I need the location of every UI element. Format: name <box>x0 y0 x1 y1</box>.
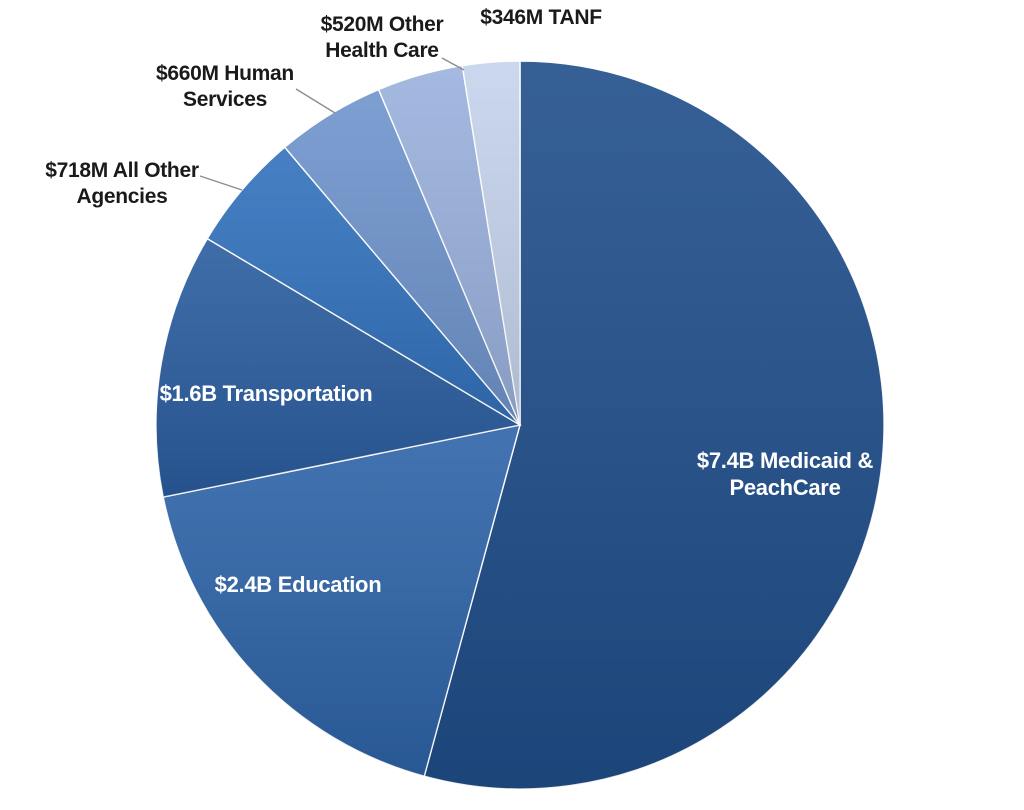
label-other-health-care-leader-line <box>441 57 465 71</box>
slice-education-shading <box>163 425 520 777</box>
label-other-health-care-line-1: $520M Other <box>321 13 444 36</box>
slice-medicaid-peachcare-shading <box>424 61 885 789</box>
label-human-services-line-2: Services <box>183 88 267 111</box>
label-human-services-leader-line <box>295 88 336 114</box>
label-all-other-agencies-leader-line <box>199 175 243 191</box>
label-human-services-line-1: $660M Human <box>156 62 294 85</box>
slice-all-other-agencies-shading <box>207 147 520 426</box>
label-education-line-1: $2.4B Education <box>215 572 382 597</box>
label-all-other-agencies-line-1: $718M All Other <box>45 159 199 182</box>
slice-human-services-shading <box>284 89 520 425</box>
label-other-health-care-line-2: Health Care <box>325 39 438 62</box>
label-tanf: $346M TANF <box>480 6 602 29</box>
slice-other-health-care-shading <box>378 65 520 426</box>
pie-slices <box>155 60 885 790</box>
slice-tanf-shading <box>462 61 520 425</box>
label-medicaid-peachcare-line-2: PeachCare <box>729 475 840 500</box>
label-medicaid-peachcare: $7.4B Medicaid & PeachCare <box>697 448 874 500</box>
label-medicaid-peachcare-line-1: $7.4B Medicaid & <box>697 448 874 473</box>
label-all-other-agencies-line-2: Agencies <box>77 185 168 208</box>
label-leader-lines <box>199 57 465 191</box>
slice-transportation-shading <box>155 238 521 498</box>
label-transportation: $1.6B Transportation <box>160 381 373 406</box>
label-education: $2.4B Education <box>215 572 382 597</box>
label-tanf-line-1: $346M TANF <box>480 6 602 29</box>
label-transportation-line-1: $1.6B Transportation <box>160 381 373 406</box>
label-human-services: $660M Human Services <box>156 62 294 111</box>
slice-labels: $7.4B Medicaid & PeachCare $2.4B Education… <box>45 6 874 597</box>
label-other-health-care: $520M Other Health Care <box>321 13 444 62</box>
label-all-other-agencies: $718M All Other Agencies <box>45 159 199 208</box>
